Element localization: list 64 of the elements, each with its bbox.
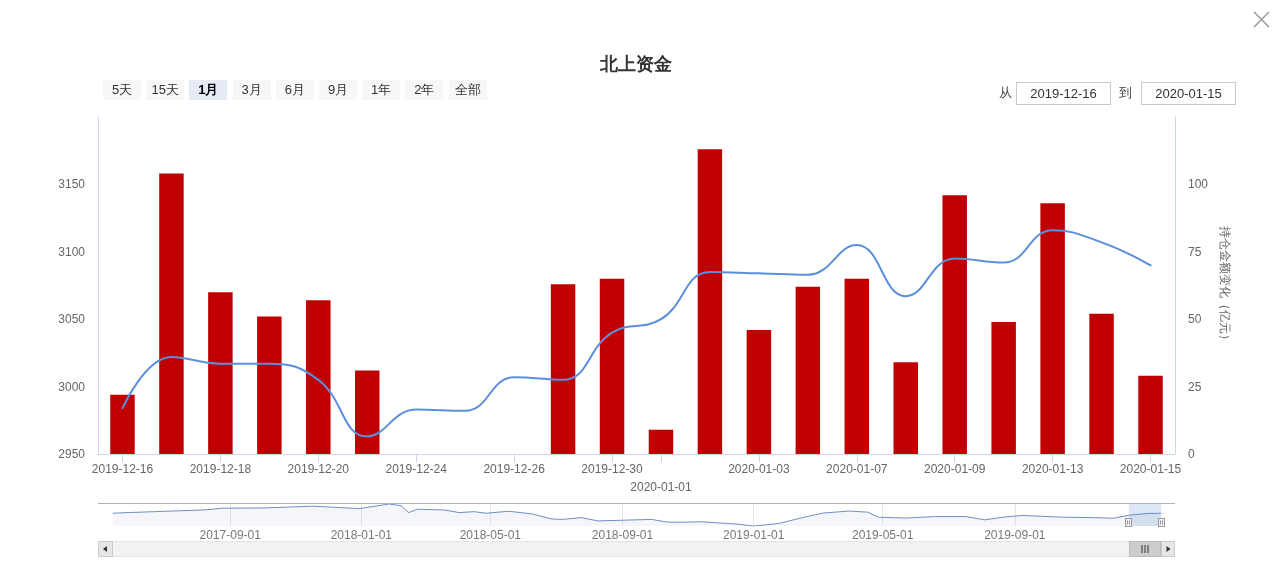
- date-field: 2019-12-16: [1016, 82, 1111, 105]
- y2-axis-title: 持仓金额变化（亿元）: [1217, 225, 1232, 346]
- bar: [208, 292, 233, 454]
- text: 到: [1119, 84, 1132, 102]
- y2-tick-label: 100: [1188, 177, 1209, 192]
- range-button: 6月: [275, 80, 314, 100]
- x-tick-label: 2019-12-30: [581, 462, 644, 476]
- range-button: 5天: [103, 80, 141, 100]
- x-tick-label: 2018-01-01: [330, 528, 393, 542]
- bar: [257, 316, 282, 454]
- y-tick-label: 2950: [58, 447, 86, 461]
- bar: [942, 195, 967, 454]
- x-tick-label: 2019-09-01: [984, 528, 1046, 542]
- x-tick-label: 2019-12-26: [483, 462, 546, 476]
- bar: [306, 300, 331, 454]
- y-tick-label: 3000: [58, 379, 86, 394]
- range-button: 15天: [146, 80, 185, 100]
- x-tick-label: 2020-01-13: [1021, 462, 1084, 476]
- range-button: 9月: [319, 80, 357, 100]
- bar: [355, 370, 380, 454]
- y2-tick-label: 25: [1188, 379, 1202, 394]
- x-tick-label: 2020-01-01: [630, 480, 692, 494]
- range-button: 2年: [405, 80, 444, 100]
- bar: [844, 278, 870, 454]
- bar: [697, 149, 723, 454]
- x-tick-label: 2019-12-24: [385, 462, 448, 476]
- y2-tick-label: 0: [1188, 447, 1195, 461]
- chart-title: 北上资金: [599, 54, 672, 74]
- x-tick-label: 2019-05-01: [851, 528, 914, 542]
- x-tick-label: 2017-09-01: [199, 528, 262, 542]
- y-tick-label: 3150: [58, 177, 86, 192]
- bar: [795, 286, 821, 454]
- bar: [648, 429, 674, 454]
- bar: [110, 394, 135, 454]
- x-tick-label: 2019-01-01: [722, 528, 785, 542]
- line-series: [121, 229, 1152, 438]
- range-button: 1月: [189, 80, 228, 100]
- y-tick-label: 3050: [58, 312, 86, 327]
- range-button: 1年: [362, 80, 401, 100]
- x-tick-label: 2018-05-01: [459, 528, 522, 542]
- bar: [159, 173, 184, 454]
- x-tick-label: 2020-01-07: [826, 462, 888, 476]
- x-tick-label: 2019-12-16: [91, 462, 154, 476]
- x-tick-label: 2020-01-15: [1119, 462, 1182, 476]
- range-button: 全部: [448, 80, 487, 100]
- bar: [550, 284, 576, 454]
- x-tick-label: 2019-12-20: [287, 462, 350, 476]
- x-tick-label: 2018-09-01: [591, 528, 654, 542]
- y-tick-label: 3100: [58, 244, 86, 259]
- range-button: 3月: [232, 80, 271, 100]
- bar: [1089, 313, 1114, 454]
- bar: [893, 362, 918, 454]
- bar: [991, 321, 1016, 454]
- date-field: 2020-01-15: [1141, 82, 1236, 105]
- y2-tick-label: 50: [1188, 312, 1202, 327]
- text: 从: [999, 84, 1012, 102]
- x-tick-label: 2020-01-09: [924, 462, 986, 476]
- x-tick-label: 2020-01-03: [728, 462, 790, 476]
- y2-tick-label: 75: [1188, 244, 1202, 259]
- bar: [746, 329, 772, 454]
- bar: [599, 278, 625, 454]
- bar: [1040, 203, 1065, 454]
- bar: [1138, 375, 1163, 454]
- x-tick-label: 2019-12-18: [189, 462, 252, 476]
